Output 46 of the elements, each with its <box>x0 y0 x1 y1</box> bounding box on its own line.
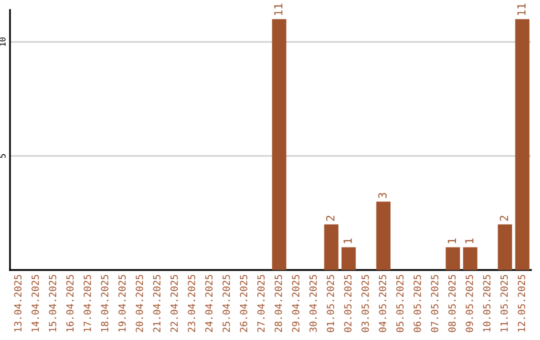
x-tick-label: 24.04.2025 <box>205 274 213 332</box>
x-tick-label: 20.04.2025 <box>136 274 144 332</box>
x-tick-label: 25.04.2025 <box>222 274 230 332</box>
x-tick-label: 16.04.2025 <box>66 274 74 332</box>
x-tick-label: 03.05.2025 <box>362 274 369 332</box>
x-tick-label: 19.04.2025 <box>118 274 126 332</box>
x-tick-label: 22.04.2025 <box>170 274 178 332</box>
x-tick-label: 17.04.2025 <box>84 274 91 332</box>
bar <box>376 202 391 270</box>
x-tick-label: 23.04.2025 <box>188 274 196 332</box>
data-label: 2 <box>500 216 508 221</box>
x-tick-label: 14.04.2025 <box>32 274 39 332</box>
x-tick-label: 13.04.2025 <box>14 274 22 332</box>
x-tick-label: 01.05.2025 <box>326 274 334 332</box>
data-label: 1 <box>344 238 352 244</box>
data-label: 11 <box>517 4 526 16</box>
x-tick-label: 26.04.2025 <box>240 274 248 332</box>
x-tick-label: 08.05.2025 <box>448 274 456 332</box>
x-tick-label: 21.04.2025 <box>153 274 160 332</box>
x-tick-label: 06.05.2025 <box>414 274 421 332</box>
x-tick-label: 05.05.2025 <box>396 274 404 332</box>
x-tick-label: 15.04.2025 <box>48 274 56 332</box>
x-tick-label: 02.05.2025 <box>344 274 352 332</box>
x-tick-label: 04.05.2025 <box>378 274 386 332</box>
data-label: 2 <box>326 216 334 221</box>
x-tick-label: 30.04.2025 <box>309 274 317 332</box>
x-tick-label: 12.05.2025 <box>518 274 526 332</box>
bar <box>463 247 478 270</box>
x-tick-label: 27.04.2025 <box>257 274 265 332</box>
bar <box>324 224 338 270</box>
x-tick-label: 18.04.2025 <box>101 274 108 332</box>
bar <box>515 19 530 270</box>
bar <box>446 247 460 270</box>
x-tick-label: 10.05.2025 <box>483 274 490 332</box>
x-tick-label: 09.05.2025 <box>466 274 474 332</box>
x-tick-label: 29.04.2025 <box>292 274 300 332</box>
data-label: 1 <box>448 238 456 244</box>
data-label: 3 <box>378 192 387 198</box>
bar <box>272 19 286 270</box>
x-tick-label: 07.05.2025 <box>430 274 438 332</box>
x-tick-label: 11.05.2025 <box>500 274 508 332</box>
bar <box>498 224 512 270</box>
x-tick-label: 28.04.2025 <box>274 274 282 332</box>
bar <box>342 247 356 270</box>
data-label: 11 <box>274 4 282 16</box>
data-label: 1 <box>465 238 474 244</box>
